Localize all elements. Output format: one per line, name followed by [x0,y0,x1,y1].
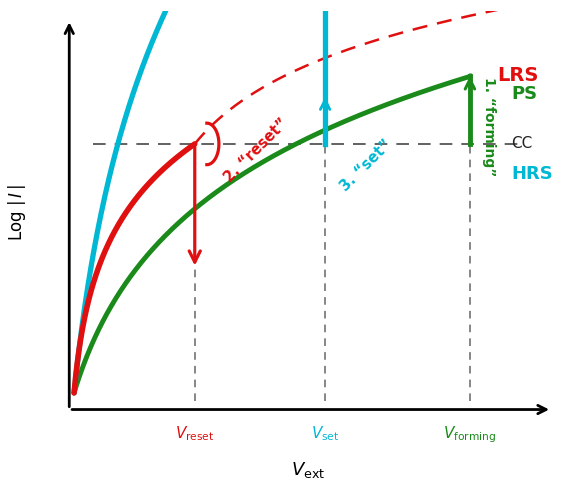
Text: CC: CC [511,137,532,151]
Text: HRS: HRS [511,164,552,183]
Text: 2. “reset”: 2. “reset” [221,116,291,185]
Text: 3. “set”: 3. “set” [337,137,394,194]
Text: LRS: LRS [497,66,538,85]
Text: $V_\mathrm{reset}$: $V_\mathrm{reset}$ [175,424,215,443]
Text: $V_\mathrm{ext}$: $V_\mathrm{ext}$ [291,460,325,480]
Text: $V_\mathrm{forming}$: $V_\mathrm{forming}$ [443,424,497,445]
Text: 1. “forming”: 1. “forming” [482,78,496,177]
Text: PS: PS [511,85,537,102]
Text: $V_\mathrm{set}$: $V_\mathrm{set}$ [311,424,339,443]
Text: Log $|\, I\, |$: Log $|\, I\, |$ [6,184,28,241]
